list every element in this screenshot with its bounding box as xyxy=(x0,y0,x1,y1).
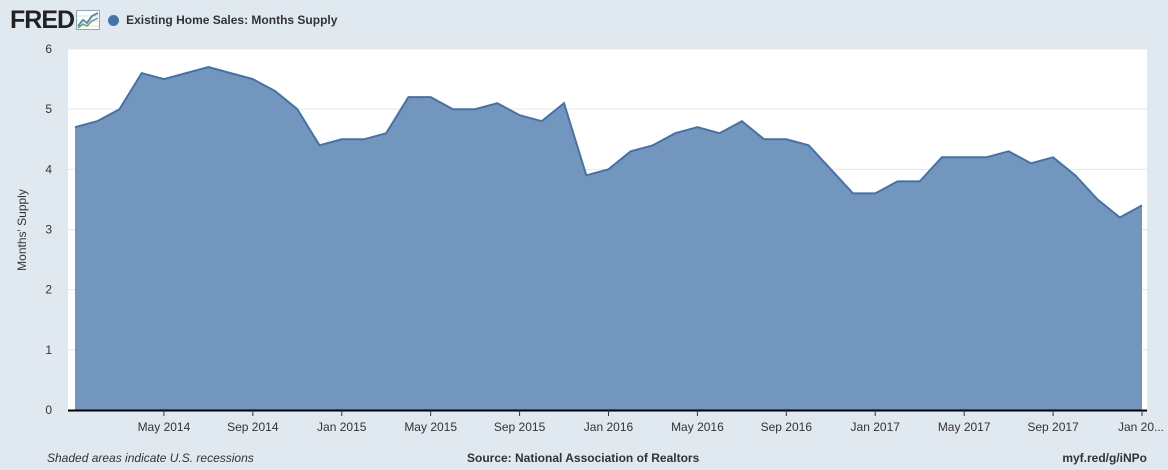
data-point[interactable] xyxy=(95,119,99,123)
data-point[interactable] xyxy=(295,107,299,111)
chart-header: FRED Existing Home Sales: Months Supply xyxy=(10,6,337,34)
data-point[interactable] xyxy=(1118,215,1122,219)
recession-note: Shaded areas indicate U.S. recessions xyxy=(47,451,254,465)
x-axis-ticks: May 2014 Sep 2014 Jan 2015 May 2015 Sep 2015… xyxy=(138,410,1164,434)
data-point[interactable] xyxy=(1051,155,1055,159)
data-point[interactable] xyxy=(73,125,77,129)
data-point[interactable] xyxy=(940,155,944,159)
data-point[interactable] xyxy=(962,155,966,159)
data-point[interactable] xyxy=(1073,173,1077,177)
data-point[interactable] xyxy=(451,107,455,111)
data-point[interactable] xyxy=(651,143,655,147)
y-tick-label: 6 xyxy=(45,42,52,56)
y-tick-label: 2 xyxy=(45,283,52,297)
data-point[interactable] xyxy=(718,131,722,135)
data-point[interactable] xyxy=(406,95,410,99)
data-point[interactable] xyxy=(184,71,188,75)
data-point[interactable] xyxy=(1096,197,1100,201)
data-point[interactable] xyxy=(918,179,922,183)
data-point[interactable] xyxy=(673,131,677,135)
data-point[interactable] xyxy=(629,149,633,153)
data-point[interactable] xyxy=(473,107,477,111)
data-point[interactable] xyxy=(117,107,121,111)
data-point[interactable] xyxy=(740,119,744,123)
x-tick-label: May 2014 xyxy=(138,420,191,434)
data-point[interactable] xyxy=(540,119,544,123)
data-point[interactable] xyxy=(1029,161,1033,165)
data-point[interactable] xyxy=(695,125,699,129)
data-point[interactable] xyxy=(562,101,566,105)
x-tick-label: Jan 2015 xyxy=(317,420,367,434)
data-point[interactable] xyxy=(607,167,611,171)
data-point[interactable] xyxy=(984,155,988,159)
y-axis-ticks: 0 1 2 3 4 5 6 xyxy=(45,42,52,417)
data-point[interactable] xyxy=(318,143,322,147)
data-point[interactable] xyxy=(495,101,499,105)
chart-area: 0 1 2 3 4 5 6 May 2014 Sep 2014 Jan 2015 May 2015… xyxy=(15,42,1164,434)
legend-series-label[interactable]: Existing Home Sales: Months Supply xyxy=(126,13,338,27)
data-point[interactable] xyxy=(851,191,855,195)
y-tick-label: 0 xyxy=(45,403,52,417)
y-tick-label: 4 xyxy=(45,162,52,176)
x-tick-label: Sep 2014 xyxy=(227,420,279,434)
data-point[interactable] xyxy=(273,89,277,93)
x-tick-label: Sep 2015 xyxy=(494,420,546,434)
y-axis-label: Months' Supply xyxy=(15,189,29,271)
data-point[interactable] xyxy=(362,137,366,141)
data-point[interactable] xyxy=(584,173,588,177)
data-point[interactable] xyxy=(229,71,233,75)
data-point[interactable] xyxy=(251,77,255,81)
data-point[interactable] xyxy=(429,95,433,99)
fred-graph-icon xyxy=(76,10,101,30)
x-tick-label: May 2016 xyxy=(671,420,724,434)
series-line xyxy=(74,65,1143,219)
data-point[interactable] xyxy=(140,71,144,75)
data-point[interactable] xyxy=(384,131,388,135)
data-point[interactable] xyxy=(1007,149,1011,153)
data-point[interactable] xyxy=(807,143,811,147)
y-tick-label: 5 xyxy=(45,102,52,116)
x-tick-label: Sep 2017 xyxy=(1027,420,1079,434)
legend-marker xyxy=(108,14,120,26)
x-tick-label: Sep 2016 xyxy=(761,420,813,434)
data-point[interactable] xyxy=(873,191,877,195)
data-point[interactable] xyxy=(895,179,899,183)
x-tick-label: Jan 2016 xyxy=(584,420,634,434)
data-point[interactable] xyxy=(162,77,166,81)
data-point[interactable] xyxy=(1140,203,1144,207)
source-citation: Source: National Association of Realtors xyxy=(467,451,700,465)
short-link[interactable]: myf.red/g/iNPo xyxy=(1062,451,1147,465)
x-tick-label: May 2015 xyxy=(404,420,457,434)
data-point[interactable] xyxy=(340,137,344,141)
data-point[interactable] xyxy=(762,137,766,141)
data-point[interactable] xyxy=(518,113,522,117)
data-point[interactable] xyxy=(784,137,788,141)
data-point[interactable] xyxy=(829,167,833,171)
data-point[interactable] xyxy=(206,65,210,69)
x-tick-label: Jan 2017 xyxy=(851,420,901,434)
y-tick-label: 3 xyxy=(45,223,52,237)
fred-logo[interactable]: FRED xyxy=(10,6,75,34)
series-area xyxy=(75,67,1142,410)
x-tick-label: May 2017 xyxy=(938,420,991,434)
x-tick-label: Jan 20... xyxy=(1118,420,1164,434)
y-tick-label: 1 xyxy=(45,343,52,357)
